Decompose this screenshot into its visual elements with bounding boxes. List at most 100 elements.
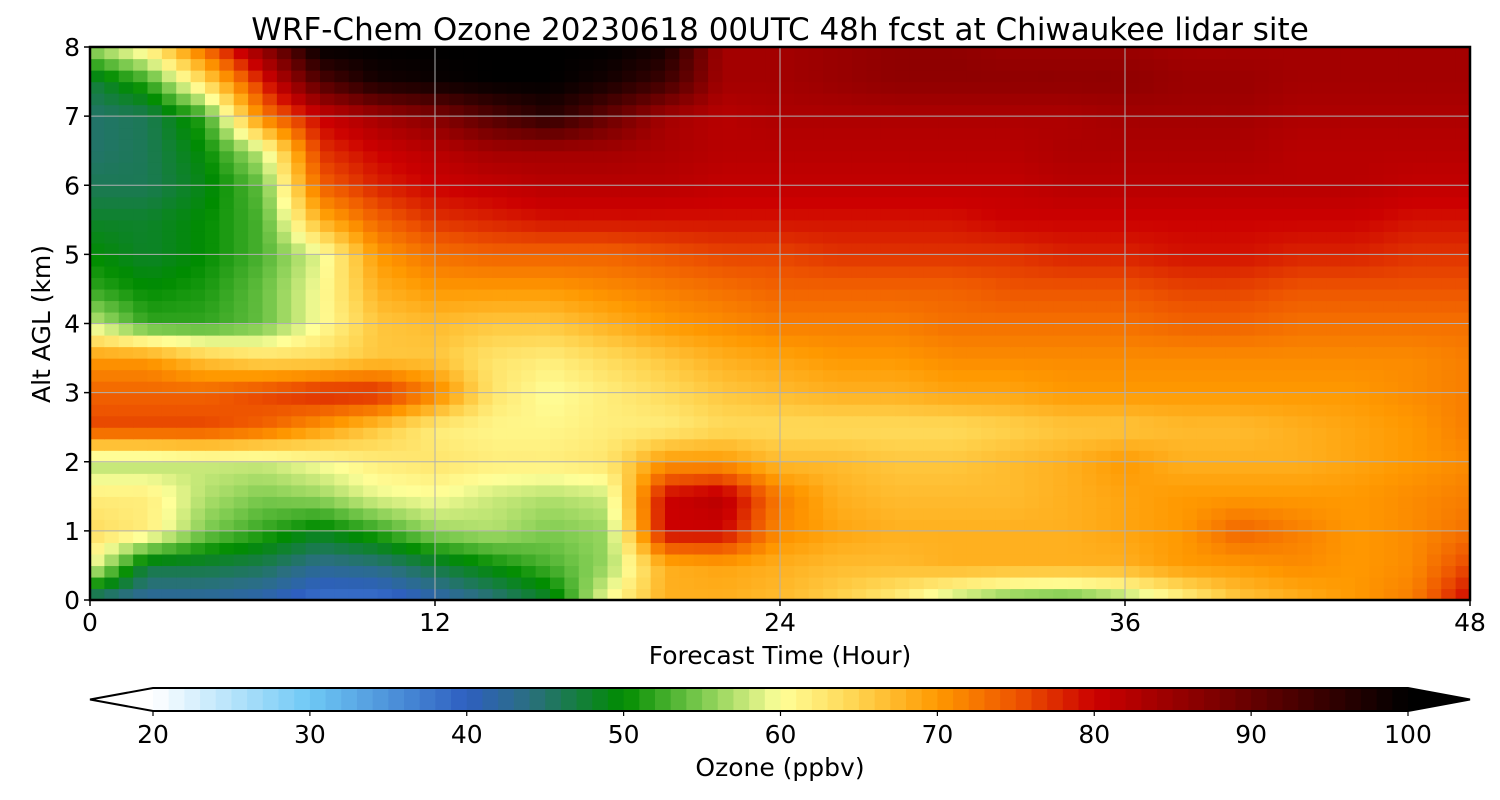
heatmap-cell <box>1326 288 1342 302</box>
heatmap-cell <box>1283 288 1299 302</box>
heatmap-cell <box>1369 219 1385 232</box>
heatmap-cell <box>823 346 839 359</box>
colorbar-segment <box>325 688 342 711</box>
heatmap-cell <box>334 47 350 60</box>
heatmap-cell <box>1153 461 1169 474</box>
heatmap-cell <box>147 311 163 325</box>
heatmap-cell <box>1340 58 1356 71</box>
heatmap-cell <box>751 288 767 302</box>
colorbar-segment <box>1345 688 1362 711</box>
heatmap-cell <box>765 450 781 463</box>
heatmap-cell <box>305 335 321 348</box>
heatmap-cell <box>176 47 192 60</box>
heatmap-cell <box>837 381 853 394</box>
heatmap-cell <box>492 208 508 221</box>
heatmap-cell <box>1024 392 1040 405</box>
heatmap-cell <box>1225 93 1241 106</box>
heatmap-cell <box>276 162 292 175</box>
heatmap-cell <box>1311 461 1327 474</box>
heatmap-cell <box>1268 438 1284 451</box>
heatmap-cell <box>621 116 637 129</box>
heatmap-cell <box>133 588 149 601</box>
heatmap-cell <box>607 553 623 567</box>
heatmap-cell <box>1398 404 1414 417</box>
heatmap-cell <box>665 150 680 163</box>
heatmap-cell <box>751 381 767 394</box>
heatmap-cell <box>1355 450 1370 463</box>
heatmap-cell <box>219 311 235 325</box>
heatmap-cell <box>521 473 537 486</box>
heatmap-cell <box>621 288 637 302</box>
heatmap-cell <box>363 70 379 83</box>
heatmap-cell <box>118 277 134 290</box>
heatmap-cell <box>161 93 177 106</box>
heatmap-cell <box>1340 542 1356 555</box>
colorbar-segment <box>717 688 734 711</box>
heatmap-cell <box>665 427 680 440</box>
heatmap-cell <box>1311 484 1327 497</box>
heatmap-cell <box>981 519 997 532</box>
heatmap-cell <box>1254 323 1270 336</box>
heatmap-cell <box>406 335 422 348</box>
heatmap-cell <box>923 265 939 279</box>
heatmap-cell <box>909 70 925 83</box>
heatmap-cell <box>708 47 724 60</box>
heatmap-cell <box>348 335 364 348</box>
heatmap-cell <box>1038 277 1054 290</box>
heatmap-cell <box>1355 93 1370 106</box>
heatmap-cell <box>1196 335 1212 348</box>
heatmap-cell <box>1369 116 1385 129</box>
heatmap-cell <box>736 519 752 532</box>
heatmap-cell <box>1081 70 1097 83</box>
heatmap-cell <box>478 242 494 255</box>
heatmap-cell <box>837 530 853 543</box>
heatmap-cell <box>1268 565 1284 578</box>
heatmap-cell <box>1355 415 1370 428</box>
colorbar-segment <box>168 688 185 711</box>
heatmap-cell <box>1311 381 1327 394</box>
heatmap-cell <box>262 438 278 451</box>
heatmap-cell <box>1412 553 1428 567</box>
heatmap-cell <box>104 335 120 348</box>
heatmap-cell <box>578 162 594 175</box>
heatmap-cell <box>348 404 364 417</box>
heatmap-cell <box>650 427 666 440</box>
heatmap-cell <box>506 173 522 186</box>
heatmap-cell <box>521 427 537 440</box>
heatmap-cell <box>1182 450 1198 463</box>
heatmap-cell <box>1355 196 1370 209</box>
heatmap-cell <box>1096 473 1112 486</box>
heatmap-cell <box>118 58 134 71</box>
heatmap-cell <box>1067 392 1083 405</box>
heatmap-cell <box>981 219 997 232</box>
heatmap-cell <box>506 530 522 543</box>
heatmap-cell <box>938 277 954 290</box>
heatmap-cell <box>1196 116 1212 129</box>
heatmap-cell <box>665 139 680 152</box>
heatmap-cell <box>1153 104 1169 117</box>
heatmap-cell <box>90 427 105 440</box>
heatmap-cell <box>708 323 724 336</box>
heatmap-cell <box>1153 277 1169 290</box>
heatmap-cell <box>276 323 292 336</box>
heatmap-cell <box>1412 150 1428 163</box>
heatmap-cell <box>808 300 824 313</box>
heatmap-cell <box>1311 150 1327 163</box>
heatmap-cell <box>492 47 508 60</box>
heatmap-cell <box>966 542 982 555</box>
heatmap-cell <box>1024 461 1040 474</box>
heatmap-cell <box>1455 208 1471 221</box>
heatmap-cell <box>1153 346 1169 359</box>
heatmap-cell <box>1369 553 1385 567</box>
heatmap-cell <box>794 47 810 60</box>
heatmap-cell <box>391 58 407 71</box>
heatmap-cell <box>708 116 724 129</box>
heatmap-cell <box>1441 196 1457 209</box>
heatmap-cell <box>1355 542 1370 555</box>
heatmap-cell <box>952 277 968 290</box>
heatmap-cell <box>851 81 867 94</box>
heatmap-cell <box>693 70 709 83</box>
heatmap-cell <box>636 369 652 382</box>
heatmap-cell <box>1225 404 1241 417</box>
